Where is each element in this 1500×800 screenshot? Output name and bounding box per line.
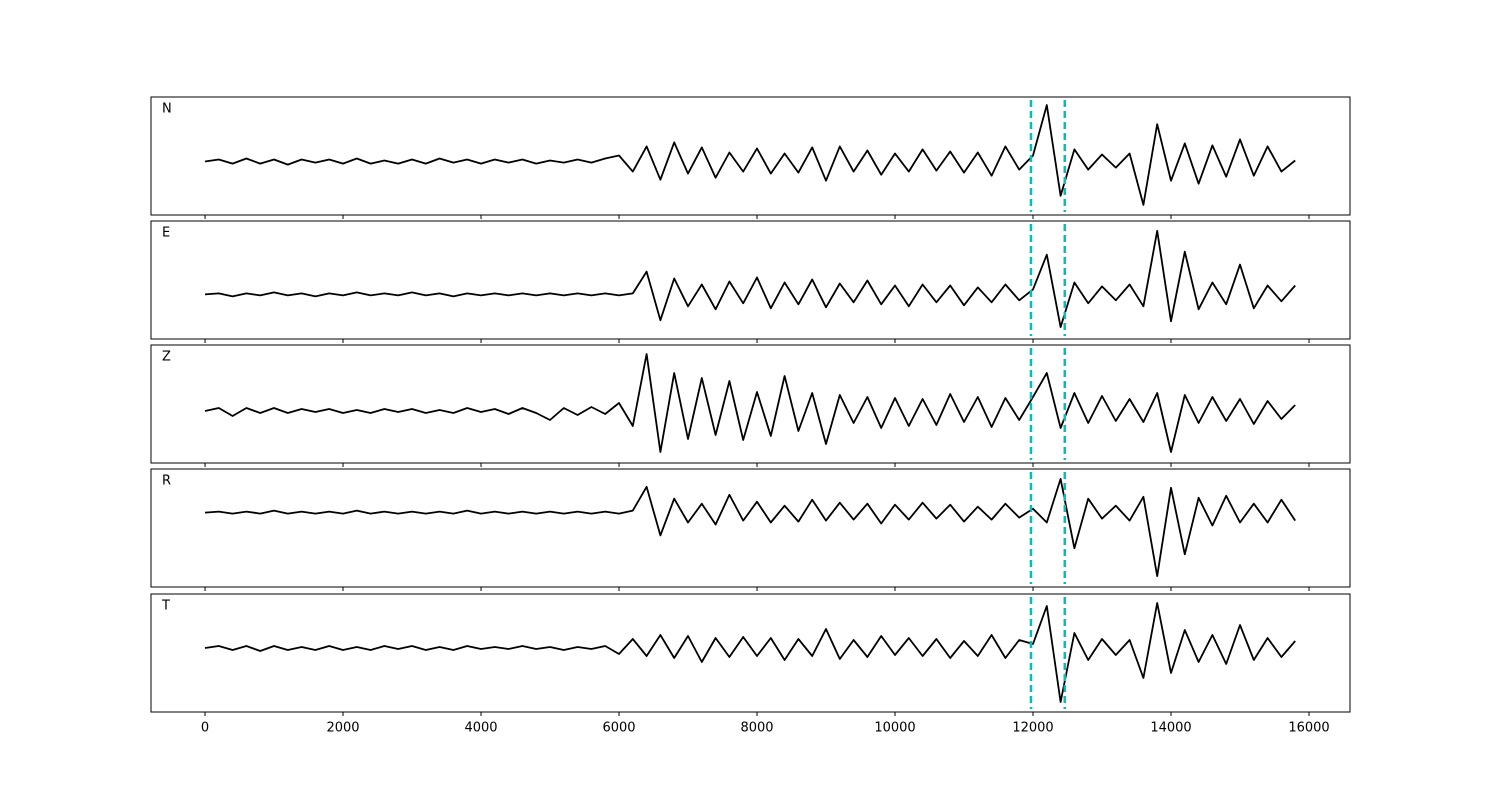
waveform — [204, 104, 1296, 206]
panel-frame — [150, 96, 1351, 216]
x-tick-label: 6000 — [602, 721, 635, 736]
x-tick-label: 16000 — [1288, 721, 1329, 736]
waveform — [204, 230, 1296, 328]
panel-label: R — [162, 474, 171, 489]
waveform — [204, 353, 1296, 453]
panel-label: E — [162, 226, 170, 241]
waveform — [204, 478, 1296, 577]
x-tick-label: 8000 — [740, 721, 773, 736]
panel-frame — [150, 344, 1351, 464]
panel-label: N — [162, 102, 172, 117]
panel-frame — [150, 468, 1351, 588]
panel-frame — [150, 593, 1351, 713]
x-tick-label: 2000 — [326, 721, 359, 736]
panel-frame — [150, 220, 1351, 340]
panel-label: T — [161, 599, 170, 614]
waveform — [204, 602, 1296, 703]
x-tick-label: 10000 — [874, 721, 915, 736]
x-tick-label: 0 — [201, 721, 209, 736]
x-tick-label: 4000 — [464, 721, 497, 736]
panel-label: Z — [162, 350, 171, 365]
x-tick-label: 14000 — [1150, 721, 1191, 736]
x-tick-label: 12000 — [1012, 721, 1053, 736]
